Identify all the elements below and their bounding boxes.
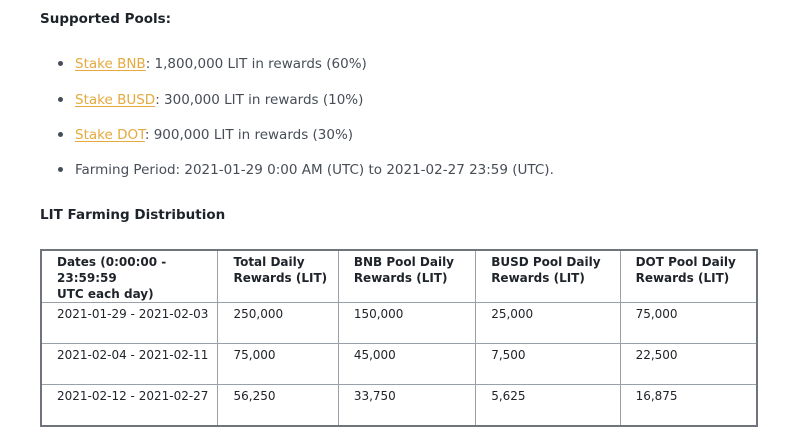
header-line: Rewards (LIT) — [491, 271, 585, 285]
table-cell-bnb: 45,000 — [337, 343, 477, 385]
pool-reward-text: : 1,800,000 LIT in rewards (60%) — [145, 56, 367, 72]
table-cell-date: 2021-02-12 - 2021-02-27 — [40, 384, 219, 427]
table-cell-busd: 25,000 — [475, 302, 621, 344]
column-header-busd: BUSD Pool Daily Rewards (LIT) — [475, 249, 621, 303]
stake-bnb-link[interactable]: Stake BNB — [75, 56, 146, 72]
table-cell-dot: 22,500 — [619, 343, 758, 385]
bullet-icon — [58, 131, 63, 137]
farming-period-text: Farming Period: 2021-01-29 0:00 AM (UTC)… — [75, 162, 554, 178]
bullet-icon — [58, 96, 63, 102]
column-header-dates: Dates (0:00:00 - 23:59:59 UTC each day) — [40, 249, 219, 303]
header-line: Rewards (LIT) — [233, 271, 328, 285]
table-cell-total: 250,000 — [217, 302, 339, 344]
table-cell-date: 2021-01-29 - 2021-02-03 — [40, 302, 219, 344]
supported-pools-heading: Supported Pools: — [40, 11, 172, 27]
table-row: 2021-02-12 - 2021-02-27 56,250 33,750 5,… — [40, 384, 758, 427]
bullet-icon — [58, 166, 63, 172]
table-cell-busd: 5,625 — [475, 384, 621, 427]
list-item: Stake DOT: 900,000 LIT in rewards (30%) — [58, 126, 353, 144]
distribution-table: Dates (0:00:00 - 23:59:59 UTC each day) T… — [40, 249, 758, 427]
table-cell-bnb: 150,000 — [337, 302, 477, 344]
table-cell-date: 2021-02-04 - 2021-02-11 — [40, 343, 219, 385]
stake-busd-link[interactable]: Stake BUSD — [75, 92, 156, 108]
table-cell-busd: 7,500 — [475, 343, 621, 385]
list-item: Farming Period: 2021-01-29 0:00 AM (UTC)… — [58, 161, 554, 179]
header-line: Rewards (LIT) — [635, 271, 730, 285]
table-row: 2021-02-04 - 2021-02-11 75,000 45,000 7,… — [40, 343, 758, 385]
header-line: Rewards (LIT) — [353, 271, 448, 285]
column-header-bnb: BNB Pool Daily Rewards (LIT) — [337, 249, 477, 303]
list-item: Stake BNB: 1,800,000 LIT in rewards (60%… — [58, 55, 367, 73]
list-item: Stake BUSD: 300,000 LIT in rewards (10%) — [58, 91, 363, 109]
header-line: BUSD Pool Daily — [491, 255, 601, 269]
table-cell-dot: 75,000 — [619, 302, 758, 344]
distribution-heading: LIT Farming Distribution — [40, 207, 226, 223]
table-cell-bnb: 33,750 — [337, 384, 477, 427]
pool-reward-text: : 300,000 LIT in rewards (10%) — [155, 92, 364, 108]
column-header-dot: DOT Pool Daily Rewards (LIT) — [619, 249, 758, 303]
stake-dot-link[interactable]: Stake DOT — [75, 127, 145, 143]
table-cell-dot: 16,875 — [619, 384, 758, 427]
pool-reward-text: : 900,000 LIT in rewards (30%) — [144, 127, 354, 143]
header-line: BNB Pool Daily — [353, 255, 455, 269]
header-line: UTC each day) — [57, 287, 154, 301]
table-row: 2021-01-29 - 2021-02-03 250,000 150,000 … — [40, 302, 758, 344]
table-cell-total: 56,250 — [217, 384, 339, 427]
header-line: Total Daily — [233, 255, 305, 269]
header-line: Dates (0:00:00 - 23:59:59 — [57, 255, 167, 285]
bullet-icon — [58, 60, 63, 66]
header-line: DOT Pool Daily — [635, 255, 736, 269]
column-header-total: Total Daily Rewards (LIT) — [217, 249, 339, 303]
table-header-row: Dates (0:00:00 - 23:59:59 UTC each day) T… — [40, 249, 758, 303]
table-cell-total: 75,000 — [217, 343, 339, 385]
